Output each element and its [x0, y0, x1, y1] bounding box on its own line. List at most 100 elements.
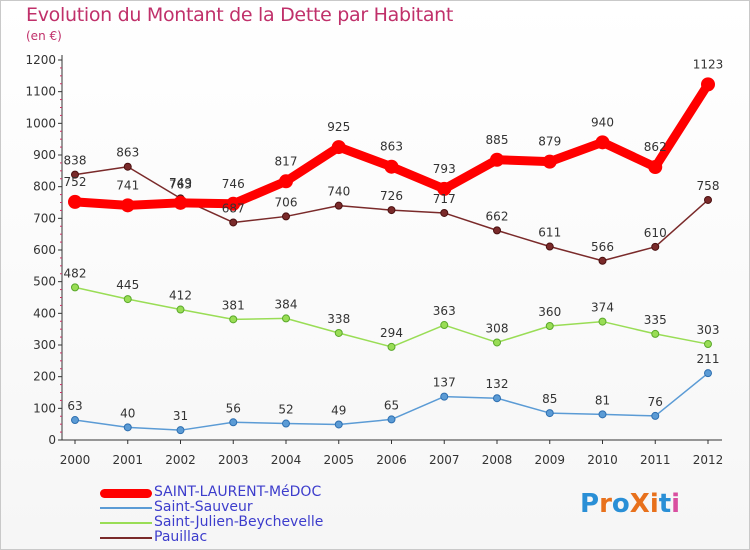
legend-swatch: [100, 537, 152, 539]
data-point: [226, 196, 241, 211]
series-saint-sauveur: [71, 369, 712, 435]
y-tick-label: 1200: [25, 53, 56, 67]
data-point: [651, 329, 660, 338]
x-tick-label: 2009: [534, 453, 565, 467]
data-point: [701, 77, 715, 92]
data-point: [545, 242, 554, 251]
data-point: [71, 283, 79, 292]
data-label: 741: [116, 178, 139, 192]
legend-swatch: [100, 522, 152, 524]
data-label: 706: [275, 195, 298, 209]
y-tick-label: 1000: [25, 116, 56, 130]
data-point: [651, 242, 660, 251]
x-tick-label: 2000: [60, 453, 91, 467]
data-label: 363: [433, 304, 456, 318]
data-point: [334, 420, 343, 429]
data-point: [334, 328, 343, 337]
series-saint-julien-beychevelle: [71, 283, 712, 351]
data-point: [282, 212, 290, 221]
data-label: 85: [542, 392, 557, 406]
x-tick-label: 2012: [693, 453, 724, 467]
legend-swatch: [100, 507, 152, 509]
data-label: 52: [278, 403, 293, 417]
proxiti-logo: ProXiti: [580, 489, 681, 519]
data-label: 687: [222, 201, 245, 215]
x-tick-label: 2006: [376, 453, 407, 467]
legend-label: Saint-Julien-Beychevelle: [154, 514, 324, 530]
data-label: 132: [486, 377, 509, 391]
data-point: [542, 154, 557, 169]
data-label: 335: [644, 313, 667, 327]
data-label: 49: [331, 403, 346, 417]
data-label: 752: [64, 175, 87, 189]
data-point: [334, 201, 343, 210]
data-label: 879: [538, 135, 561, 149]
data-label: 746: [222, 177, 245, 191]
x-tick-label: 2005: [323, 453, 354, 467]
data-point: [598, 410, 607, 419]
data-point: [595, 135, 610, 150]
x-tick-label: 2010: [587, 453, 618, 467]
data-point: [490, 152, 504, 167]
data-label: 374: [591, 301, 614, 315]
data-point: [282, 419, 290, 428]
data-label: 662: [486, 209, 509, 223]
data-label: 81: [595, 393, 610, 407]
series-pauillac: [71, 162, 712, 265]
data-label: 303: [697, 323, 720, 337]
series-layer: [68, 77, 715, 435]
data-point: [493, 394, 501, 403]
data-point: [387, 342, 396, 351]
unit-label: (en €): [26, 29, 62, 43]
data-label: 717: [433, 192, 456, 206]
y-tick-label: 400: [33, 306, 56, 320]
data-point: [331, 140, 346, 155]
legend-label: Saint-Sauveur: [154, 499, 253, 515]
data-point: [440, 392, 449, 401]
data-label: 763: [169, 177, 192, 191]
data-label: 65: [384, 398, 399, 412]
data-label: 31: [173, 409, 188, 423]
legend-swatch: [100, 488, 152, 498]
x-tick-label: 2003: [218, 453, 249, 467]
x-tick-label: 2001: [112, 453, 143, 467]
data-label: 445: [116, 278, 139, 292]
y-tick-label: 800: [33, 180, 56, 194]
y-tick-label: 700: [33, 211, 56, 225]
data-label: 940: [591, 115, 614, 129]
data-point: [440, 321, 449, 330]
data-label: 56: [226, 401, 241, 415]
data-label: 412: [169, 289, 192, 303]
series-saint-laurent-m-doc: [68, 77, 715, 213]
data-point: [120, 198, 135, 213]
data-point: [440, 208, 449, 217]
data-point: [282, 314, 290, 323]
data-point: [229, 218, 238, 227]
data-label: 611: [538, 226, 561, 240]
data-label: 40: [120, 406, 135, 420]
data-label: 384: [275, 297, 298, 311]
data-point: [384, 159, 399, 174]
axes: 0 100 200 300 400 500 600 700 800 900 1000 1100 1200…: [25, 53, 723, 467]
data-label: 925: [327, 120, 350, 134]
x-tick-label: 2008: [482, 453, 513, 467]
data-point: [279, 174, 293, 189]
data-label: 294: [380, 326, 403, 340]
data-point: [545, 322, 554, 330]
data-point: [229, 418, 238, 427]
data-label: 308: [486, 321, 509, 335]
y-tick-label: 100: [33, 401, 56, 415]
data-label: 338: [327, 312, 350, 326]
data-point: [493, 338, 501, 347]
data-label: 726: [380, 189, 403, 203]
legend-label: Pauillac: [154, 529, 208, 545]
data-label: 862: [644, 140, 667, 154]
data-point: [123, 295, 132, 304]
chart-title: Evolution du Montant de la Dette par Hab…: [26, 4, 454, 26]
x-tick-label: 2011: [640, 453, 671, 467]
data-label: 137: [433, 376, 456, 390]
data-point: [493, 226, 501, 235]
data-label: 63: [67, 399, 82, 413]
data-point: [123, 423, 132, 432]
